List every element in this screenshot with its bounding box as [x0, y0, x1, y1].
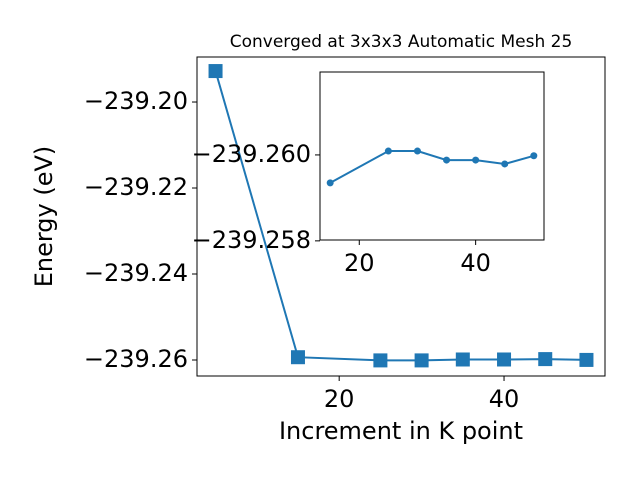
marker [290, 350, 305, 365]
marker [579, 352, 594, 367]
marker [472, 156, 480, 164]
marker [455, 352, 470, 367]
x-axis-label: Increment in K point [279, 417, 523, 445]
chart-title: Converged at 3x3x3 Automatic Mesh 25 [230, 32, 573, 52]
marker [414, 353, 429, 368]
x-tick-label: 40 [489, 385, 520, 413]
y-tick-label: −239.26 [84, 345, 188, 373]
y-axis-label: Energy (eV) [30, 146, 58, 288]
x-tick-label: 40 [460, 249, 491, 277]
x-tick-label: 20 [324, 385, 355, 413]
marker [501, 160, 509, 168]
marker [373, 353, 388, 368]
marker [326, 179, 334, 187]
marker [497, 352, 512, 367]
y-tick-label: −239.20 [84, 87, 188, 115]
y-tick-label: −239.24 [84, 259, 188, 287]
marker [443, 156, 451, 164]
y-tick-label: −239.258 [192, 226, 311, 254]
x-tick-label: 20 [344, 249, 375, 277]
marker [208, 64, 223, 79]
y-tick-label: −239.260 [192, 140, 311, 168]
marker [413, 147, 421, 155]
marker [384, 147, 392, 155]
marker [538, 352, 553, 367]
marker [530, 152, 538, 160]
y-tick-label: −239.22 [84, 173, 188, 201]
